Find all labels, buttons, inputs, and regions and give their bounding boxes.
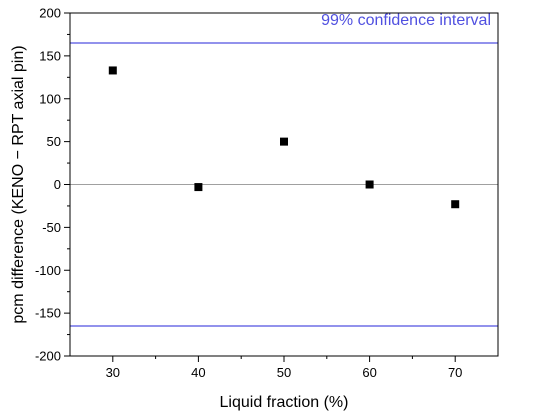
reference-lines [70, 42, 498, 327]
data-point [451, 200, 460, 209]
y-axis-title: pcm difference (KENO − RPT axial pin) [10, 45, 27, 323]
y-tick-label: -50 [42, 220, 61, 235]
y-tick-label: 50 [47, 134, 61, 149]
y-tick-label: 100 [39, 91, 61, 106]
x-axis-title: Liquid fraction (%) [220, 394, 349, 411]
data-point [108, 66, 117, 75]
y-tick-label: -200 [35, 349, 61, 364]
x-tick-label: 40 [191, 365, 205, 380]
x-tick-label: 30 [106, 365, 120, 380]
y-tick-label: 0 [54, 177, 61, 192]
y-tick-label: -150 [35, 306, 61, 321]
confidence-interval-label: 99% confidence interval [321, 12, 491, 29]
x-tick-label: 60 [362, 365, 376, 380]
y-tick-label: 150 [39, 48, 61, 63]
y-ticks: -200 -150 -100 -50 0 50 100 150 200 [35, 6, 70, 364]
x-tick-label: 50 [277, 365, 291, 380]
data-point [365, 180, 374, 189]
y-tick-label: -100 [35, 263, 61, 278]
data-point [280, 137, 288, 146]
data-point [194, 183, 203, 192]
x-ticks: 30 40 50 60 70 [106, 356, 462, 380]
x-tick-label: 70 [448, 365, 462, 380]
y-tick-label: 200 [39, 6, 61, 21]
data-points [108, 66, 460, 209]
